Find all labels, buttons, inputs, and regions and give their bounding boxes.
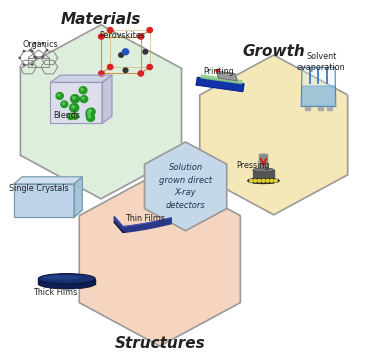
Circle shape [34, 43, 35, 44]
Circle shape [98, 71, 104, 76]
Circle shape [82, 97, 84, 99]
Circle shape [61, 101, 68, 108]
Circle shape [108, 28, 113, 33]
Circle shape [147, 28, 152, 33]
Circle shape [88, 110, 90, 113]
Polygon shape [201, 75, 242, 83]
Circle shape [98, 34, 104, 39]
Circle shape [67, 113, 74, 120]
Polygon shape [21, 25, 182, 199]
Circle shape [73, 115, 75, 116]
Polygon shape [260, 154, 268, 170]
Circle shape [30, 49, 31, 51]
Text: Materials: Materials [61, 12, 141, 27]
Polygon shape [305, 106, 310, 110]
Circle shape [71, 95, 79, 103]
Circle shape [56, 93, 63, 99]
Polygon shape [14, 177, 82, 184]
Polygon shape [79, 172, 241, 346]
Text: Single Crystals: Single Crystals [8, 184, 68, 193]
Circle shape [46, 49, 48, 51]
Circle shape [42, 56, 43, 58]
Circle shape [138, 34, 144, 39]
Circle shape [89, 116, 91, 118]
Text: Organics: Organics [22, 40, 58, 49]
Circle shape [32, 50, 33, 52]
Text: Structures: Structures [114, 336, 205, 351]
Circle shape [81, 88, 83, 91]
Circle shape [266, 179, 269, 182]
Circle shape [138, 71, 144, 76]
Circle shape [147, 65, 152, 70]
Circle shape [73, 97, 75, 99]
Circle shape [70, 104, 79, 112]
Circle shape [122, 49, 129, 55]
Circle shape [72, 105, 74, 108]
Polygon shape [196, 77, 244, 92]
Circle shape [270, 179, 273, 182]
Text: Blends: Blends [53, 111, 80, 120]
Circle shape [34, 56, 35, 58]
Circle shape [69, 115, 71, 116]
Circle shape [274, 179, 277, 182]
Text: Thick Films: Thick Films [33, 288, 78, 297]
Circle shape [32, 64, 33, 65]
Circle shape [108, 65, 113, 70]
Circle shape [119, 53, 124, 57]
Circle shape [88, 113, 90, 115]
Polygon shape [216, 71, 238, 81]
Ellipse shape [260, 153, 268, 155]
Polygon shape [114, 217, 171, 232]
Text: Printing: Printing [203, 66, 234, 76]
Text: Perovskites: Perovskites [99, 31, 145, 40]
Polygon shape [253, 170, 274, 178]
Text: Pressing: Pressing [236, 160, 269, 170]
Circle shape [19, 57, 21, 59]
Circle shape [79, 87, 87, 94]
Circle shape [87, 108, 95, 115]
Circle shape [87, 114, 95, 121]
Polygon shape [327, 106, 332, 110]
Polygon shape [302, 86, 335, 105]
Polygon shape [301, 67, 336, 106]
Polygon shape [38, 279, 95, 284]
Polygon shape [200, 55, 348, 215]
Circle shape [81, 96, 88, 103]
Circle shape [72, 113, 78, 119]
Circle shape [262, 179, 265, 182]
Polygon shape [74, 177, 82, 217]
Circle shape [143, 50, 148, 54]
Circle shape [36, 57, 37, 59]
Polygon shape [14, 184, 74, 217]
Ellipse shape [253, 168, 274, 172]
Circle shape [23, 64, 24, 65]
Circle shape [254, 179, 257, 182]
Circle shape [86, 109, 93, 116]
Ellipse shape [38, 279, 95, 289]
Circle shape [86, 111, 93, 118]
Ellipse shape [42, 275, 81, 280]
Text: Growth: Growth [242, 44, 305, 59]
Ellipse shape [247, 178, 279, 184]
Polygon shape [51, 82, 102, 124]
Text: Solvent
evaporation: Solvent evaporation [297, 53, 345, 72]
Circle shape [216, 69, 219, 72]
Circle shape [62, 103, 65, 104]
Polygon shape [102, 75, 112, 124]
Circle shape [89, 110, 92, 112]
Circle shape [123, 68, 128, 72]
Ellipse shape [38, 274, 95, 284]
Circle shape [258, 179, 261, 182]
Text: Solution
grown direct
X-ray
detectors: Solution grown direct X-ray detectors [159, 163, 212, 209]
Text: Thin Films: Thin Films [125, 214, 165, 223]
Circle shape [42, 43, 43, 44]
Circle shape [23, 50, 24, 52]
Polygon shape [144, 142, 227, 231]
Polygon shape [51, 75, 112, 82]
Circle shape [58, 94, 60, 96]
Circle shape [250, 179, 253, 182]
Polygon shape [318, 106, 323, 110]
